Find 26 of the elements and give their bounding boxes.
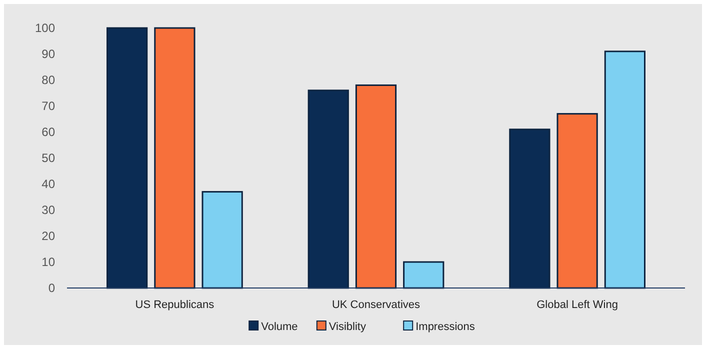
bar: [509, 128, 550, 289]
bar: [604, 50, 646, 289]
y-tick-label: 90: [42, 47, 56, 62]
y-tick-label: 40: [42, 177, 56, 192]
y-tick-label: 10: [42, 255, 56, 270]
bar: [556, 113, 598, 289]
bar: [106, 27, 148, 289]
y-tick-label: 20: [42, 229, 56, 244]
y-tick-label: 50: [42, 151, 56, 166]
bar: [403, 261, 444, 289]
y-tick-label: 100: [34, 21, 56, 36]
bar: [202, 191, 243, 289]
y-tick-label: 60: [42, 125, 56, 140]
x-tick-label: UK Conservatives: [332, 299, 421, 311]
bar: [308, 90, 349, 289]
legend-label: Impressions: [416, 321, 476, 333]
x-tick-label: Global Left Wing: [536, 299, 618, 311]
y-tick-label: 70: [42, 99, 56, 114]
bar: [355, 84, 397, 289]
bar: [154, 27, 196, 289]
y-tick-label: 0: [48, 281, 56, 296]
legend-label: Visiblity: [328, 321, 366, 333]
y-tick-label: 30: [42, 203, 56, 218]
x-tick-label: US Republicans: [135, 299, 215, 311]
legend-label: Volume: [261, 321, 298, 333]
y-tick-label: 80: [42, 73, 56, 88]
